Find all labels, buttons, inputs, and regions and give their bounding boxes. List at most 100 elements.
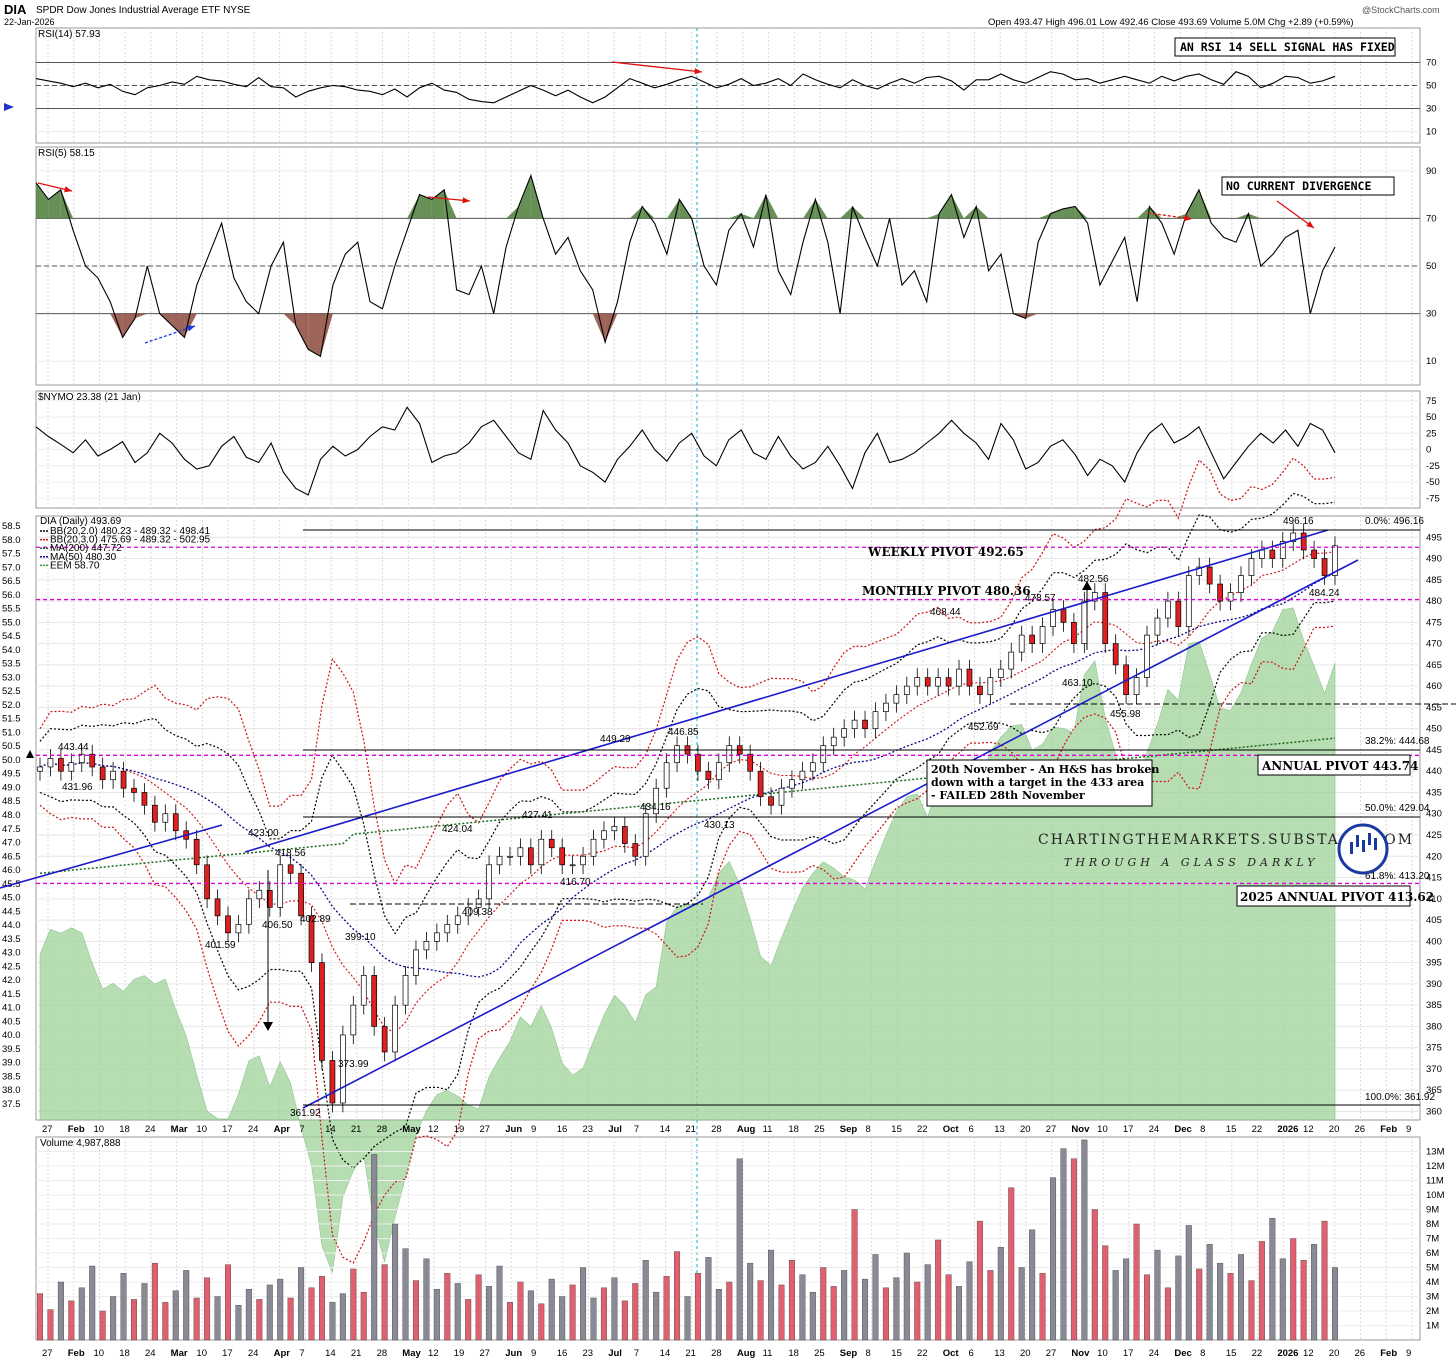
candle-body — [1154, 617, 1161, 636]
candle-body — [663, 762, 670, 789]
candle-body — [778, 787, 785, 806]
bb-mid — [39, 551, 1336, 1034]
trendline — [302, 559, 1359, 1109]
x-axis-label: 9 — [531, 1348, 536, 1359]
price-label: 496.16 — [1283, 516, 1314, 527]
price-tick-label: 395 — [1426, 958, 1442, 969]
arrowhead-icon — [187, 325, 195, 332]
overbought-area — [976, 206, 989, 219]
price-label: 478.57 — [1025, 593, 1056, 604]
candle-body — [486, 864, 492, 900]
candle-body — [1060, 609, 1067, 623]
tick-label: 25 — [1426, 428, 1437, 439]
eem-tick-label: 47.5 — [2, 824, 21, 835]
x-axis-label: 24 — [248, 1348, 259, 1359]
eem-tick-label: 46.5 — [2, 851, 21, 862]
volume-bar — [1269, 1217, 1276, 1341]
price-label: 430.13 — [704, 820, 735, 831]
price-tick-label: 365 — [1426, 1085, 1442, 1096]
volume-bar — [830, 1286, 837, 1341]
volume-bar — [172, 1290, 179, 1341]
x-axis-label: Oct — [943, 1124, 960, 1135]
x-axis-label: 19 — [454, 1124, 465, 1135]
volume-bar — [924, 1264, 931, 1341]
x-axis-label: May — [402, 1348, 421, 1359]
x-axis-label: 15 — [891, 1124, 902, 1135]
candle-body — [695, 753, 701, 772]
candle-body — [256, 889, 263, 900]
eem-tick-label: 52.0 — [2, 700, 21, 711]
x-axis-label: 22 — [917, 1124, 928, 1135]
candle-body — [987, 677, 994, 695]
overbought-area — [1236, 213, 1249, 219]
candle-body — [131, 787, 137, 793]
trendline — [0, 824, 223, 889]
eem-tick-label: 43.0 — [2, 948, 21, 959]
price-label: 449.29 — [600, 734, 631, 745]
price-tick-label: 455 — [1426, 702, 1442, 713]
overbought-area — [815, 199, 828, 219]
candle-body — [726, 745, 733, 764]
volume-bar — [141, 1283, 148, 1341]
eem-tick-label: 39.0 — [2, 1058, 21, 1069]
candle-body — [152, 804, 158, 823]
price-label: 431.96 — [62, 782, 93, 793]
price-label: 423.00 — [248, 828, 279, 839]
candle-body — [601, 830, 607, 840]
volume-bar — [1039, 1273, 1046, 1341]
volume-bar — [120, 1273, 127, 1341]
divergence-arrow-line — [611, 61, 703, 73]
security-name: SPDR Dow Jones Industrial Average ETF NY… — [36, 5, 251, 16]
oversold-area — [134, 313, 148, 319]
eem-tick-label: 40.0 — [2, 1030, 21, 1041]
x-axis-label: 23 — [582, 1124, 593, 1135]
volume-bar — [1238, 1254, 1245, 1341]
price-tick-label: 385 — [1426, 1000, 1442, 1011]
x-axis-label: 9 — [1406, 1124, 1411, 1135]
price-tick-label: 450 — [1426, 724, 1442, 735]
volume-bar — [224, 1264, 231, 1341]
x-axis-label: 19 — [454, 1348, 465, 1359]
candle-body — [1165, 600, 1171, 619]
candle-body — [475, 898, 482, 908]
candle-body — [1185, 575, 1192, 627]
eem-tick-label: 57.5 — [2, 549, 21, 560]
volume-bar — [1102, 1245, 1109, 1341]
volume-bar — [956, 1286, 963, 1341]
volume-bar — [1290, 1238, 1297, 1341]
oversold-area — [122, 313, 135, 338]
price-label: 401.59 — [205, 940, 236, 951]
volume-bar — [1311, 1244, 1318, 1341]
symbol-label: DIA — [4, 2, 27, 17]
candle-body — [1029, 634, 1035, 644]
volume-bar — [37, 1293, 44, 1341]
monthly-pivot-label: MONTHLY PIVOT 480.36 — [862, 584, 1031, 598]
volume-tick-label: 7M — [1426, 1234, 1439, 1245]
price-label: 482.56 — [1078, 574, 1109, 585]
volume-bar — [318, 1275, 325, 1341]
volume-bar — [674, 1251, 681, 1341]
candle-body — [308, 915, 315, 963]
series-line — [35, 71, 1336, 104]
x-axis-label: 22 — [1252, 1124, 1263, 1135]
candle-body — [381, 1026, 388, 1053]
eem-tick-label: 47.0 — [2, 838, 21, 849]
x-axis-label: 20 — [1329, 1348, 1340, 1359]
volume-tick-label: 1M — [1426, 1321, 1439, 1332]
candle-body — [632, 843, 639, 857]
x-axis-label: 27 — [480, 1348, 491, 1359]
candle-body — [1081, 600, 1088, 644]
price-label: 424.04 — [442, 824, 473, 835]
candle-body — [903, 685, 910, 695]
up-arrow-icon — [26, 750, 34, 758]
volume-tick-label: 5M — [1426, 1263, 1439, 1274]
tick-label: 10 — [1426, 356, 1437, 367]
eem-tick-label: 57.0 — [2, 562, 21, 573]
overbought-area — [1137, 206, 1150, 219]
price-tick-label: 495 — [1426, 532, 1442, 543]
eem-tick-label: 46.0 — [2, 865, 21, 876]
x-axis-label: 17 — [222, 1348, 233, 1359]
volume-bar — [266, 1284, 273, 1341]
volume-bar — [1091, 1209, 1098, 1341]
x-axis-label: 8 — [1200, 1348, 1205, 1359]
